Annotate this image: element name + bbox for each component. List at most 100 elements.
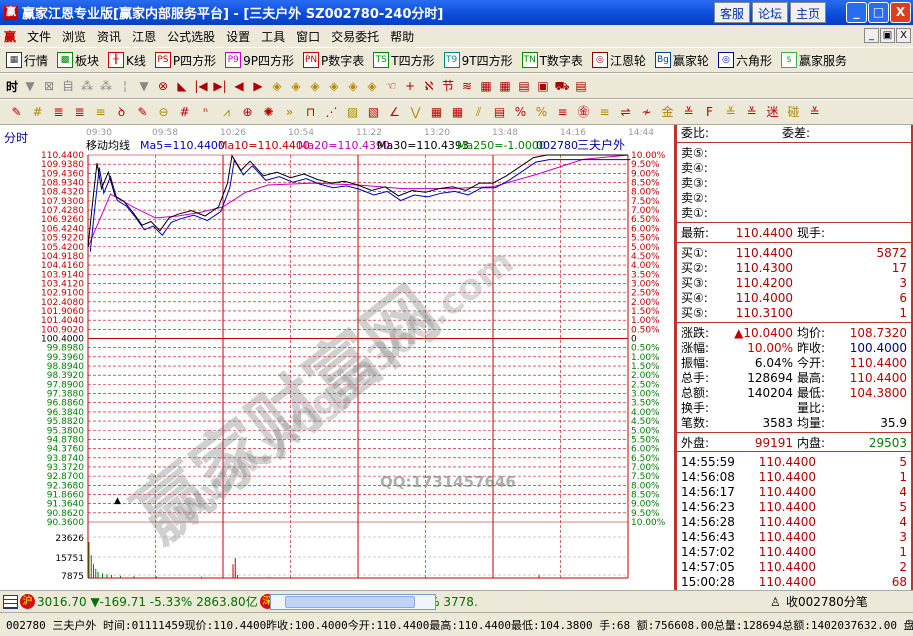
toolbar-button-11[interactable]: ◎ 六角形	[717, 52, 772, 69]
tool-icon[interactable]: ≋	[461, 79, 473, 93]
menu-item[interactable]: 设置	[226, 29, 251, 44]
period-selector[interactable]: 时	[6, 79, 19, 94]
menu-item[interactable]: 窗口	[296, 29, 321, 44]
draw-tool-icon[interactable]: ≚	[809, 105, 820, 119]
draw-tool-icon[interactable]: ▦	[451, 105, 464, 119]
draw-tool-icon[interactable]: %	[535, 105, 548, 119]
draw-tool-icon[interactable]: 碰	[787, 105, 800, 119]
tool-icon[interactable]: ◣	[177, 79, 187, 93]
draw-tool-icon[interactable]: ≡	[95, 105, 106, 119]
draw-tool-icon[interactable]: ≡	[599, 105, 610, 119]
draw-tool-icon[interactable]: ⋰	[325, 105, 338, 119]
tool-icon[interactable]: ▦	[480, 79, 492, 93]
toolbar-button-1[interactable]: ▩ 板块	[57, 52, 99, 69]
draw-tool-icon[interactable]: ▧	[367, 105, 380, 119]
mdi-minimize-button[interactable]: _	[864, 28, 879, 43]
tool-icon[interactable]: ⊗	[157, 79, 169, 93]
scrollbar-thumb[interactable]	[285, 596, 415, 608]
toolbar-button-7[interactable]: T9 9T四方形	[443, 52, 513, 69]
homepage-button[interactable]: 主页	[790, 2, 827, 23]
toolbar-button-12[interactable]: $ 赢家服务	[780, 52, 847, 69]
intraday-chart[interactable]: 分时 09:30 09:58 10:26 10:54 11:22 13:20 13:48 14:…	[0, 125, 676, 590]
draw-tool-icon[interactable]: ⊓	[305, 105, 316, 119]
tick-icon[interactable]: ♙	[770, 594, 781, 609]
draw-tool-icon[interactable]: #	[179, 105, 190, 119]
draw-tool-icon[interactable]: »	[285, 105, 294, 119]
tick-list-label[interactable]: 收002780分笔	[786, 595, 868, 609]
draw-tool-icon[interactable]: ⁿ	[203, 105, 208, 119]
draw-tool-icon[interactable]: ≚	[746, 105, 757, 119]
tool-icon[interactable]: ▦	[499, 79, 511, 93]
draw-tool-icon[interactable]: ▦	[430, 105, 443, 119]
tool-icon[interactable]: ⛟	[554, 79, 570, 93]
menu-item[interactable]: 交易委托	[331, 29, 380, 44]
close-button[interactable]: X	[890, 2, 911, 23]
draw-tool-icon[interactable]: ✎	[11, 105, 22, 119]
toolbar-button-8[interactable]: TN T数字表	[521, 52, 583, 69]
tool-icon[interactable]: ▶	[253, 79, 263, 93]
draw-tool-icon[interactable]: 迷	[766, 105, 779, 119]
menu-item[interactable]: 资讯	[97, 29, 122, 44]
toolbar-button-5[interactable]: PN P数字表	[303, 52, 364, 69]
draw-tool-icon[interactable]: ⩘	[223, 105, 230, 119]
menu-item[interactable]: 公式选股	[167, 29, 216, 44]
draw-tool-icon[interactable]: ✺	[263, 105, 274, 119]
tool-icon[interactable]: ▼	[25, 79, 35, 93]
draw-tool-icon[interactable]: ▨	[346, 105, 359, 119]
draw-tool-icon[interactable]: ㊎	[577, 105, 590, 119]
maximize-button[interactable]: □	[868, 2, 889, 23]
draw-tool-icon[interactable]: 金	[661, 105, 674, 119]
draw-tool-icon[interactable]: ⋁	[410, 105, 421, 119]
tool-icon[interactable]: ▤	[518, 79, 530, 93]
draw-tool-icon[interactable]: ≣	[74, 105, 85, 119]
tool-icon[interactable]: ⊠	[43, 79, 55, 93]
tool-icon[interactable]: ◈	[348, 79, 358, 93]
mdi-restore-button[interactable]: ▣	[880, 28, 895, 43]
draw-tool-icon[interactable]: ≁	[641, 105, 652, 119]
grid-icon[interactable]	[3, 594, 18, 609]
draw-tool-icon[interactable]: ✎	[137, 105, 148, 119]
tool-icon[interactable]: ◈	[291, 79, 301, 93]
draw-tool-icon[interactable]: ≡	[557, 105, 568, 119]
tool-icon[interactable]: ▣	[537, 79, 549, 93]
draw-tool-icon[interactable]: ꝺ	[117, 105, 126, 119]
draw-tool-icon[interactable]: ⇌	[620, 105, 631, 119]
tool-icon[interactable]: ◈	[367, 79, 377, 93]
tool-icon[interactable]: +	[404, 79, 416, 93]
draw-tool-icon[interactable]: ⫽	[475, 105, 482, 119]
draw-tool-icon[interactable]: ⊕	[242, 105, 253, 119]
toolbar-button-6[interactable]: TS T四方形	[373, 52, 435, 69]
tool-icon[interactable]: ☜	[385, 79, 397, 93]
tool-icon[interactable]: ⁂	[81, 79, 94, 93]
draw-tool-icon[interactable]: #	[32, 105, 43, 119]
tool-icon[interactable]: ¦	[122, 79, 128, 93]
tool-icon[interactable]: ◈	[310, 79, 320, 93]
tool-icon[interactable]: ◈	[272, 79, 282, 93]
draw-tool-icon[interactable]: ≚	[683, 105, 694, 119]
toolbar-button-2[interactable]: ╫ K线	[108, 52, 146, 69]
tool-icon[interactable]: ◀	[234, 79, 244, 93]
menu-item[interactable]: 工具	[261, 29, 286, 44]
tool-icon[interactable]: 节	[442, 79, 455, 93]
mdi-close-button[interactable]: X	[896, 28, 911, 43]
draw-tool-icon[interactable]: ≣	[53, 105, 64, 119]
draw-tool-icon[interactable]: ▤	[493, 105, 506, 119]
draw-tool-icon[interactable]: ∠	[389, 105, 400, 119]
tool-icon[interactable]: |◀	[194, 79, 208, 93]
draw-tool-icon[interactable]: F	[706, 105, 713, 119]
forum-button[interactable]: 论坛	[752, 2, 789, 23]
horizontal-scrollbar[interactable]	[270, 594, 436, 610]
minimize-button[interactable]: _	[846, 2, 867, 23]
tool-icon[interactable]: 自	[62, 79, 75, 93]
tool-icon[interactable]: ▤	[575, 79, 587, 93]
toolbar-button-9[interactable]: ◎ 江恩轮	[591, 52, 646, 69]
toolbar-button-0[interactable]: ▦ 行情	[6, 52, 48, 69]
toolbar-button-3[interactable]: PS P四方形	[154, 52, 216, 69]
toolbar-button-10[interactable]: Bg 赢家轮	[654, 52, 709, 69]
toolbar-button-4[interactable]: P9 9P四方形	[225, 52, 294, 69]
draw-tool-icon[interactable]: ≚	[725, 105, 736, 119]
tool-icon[interactable]: ▶|	[213, 79, 227, 93]
draw-tool-icon[interactable]: %	[514, 105, 527, 119]
tool-icon[interactable]: ▼	[139, 79, 149, 93]
tool-icon[interactable]: ℵ	[424, 79, 434, 93]
